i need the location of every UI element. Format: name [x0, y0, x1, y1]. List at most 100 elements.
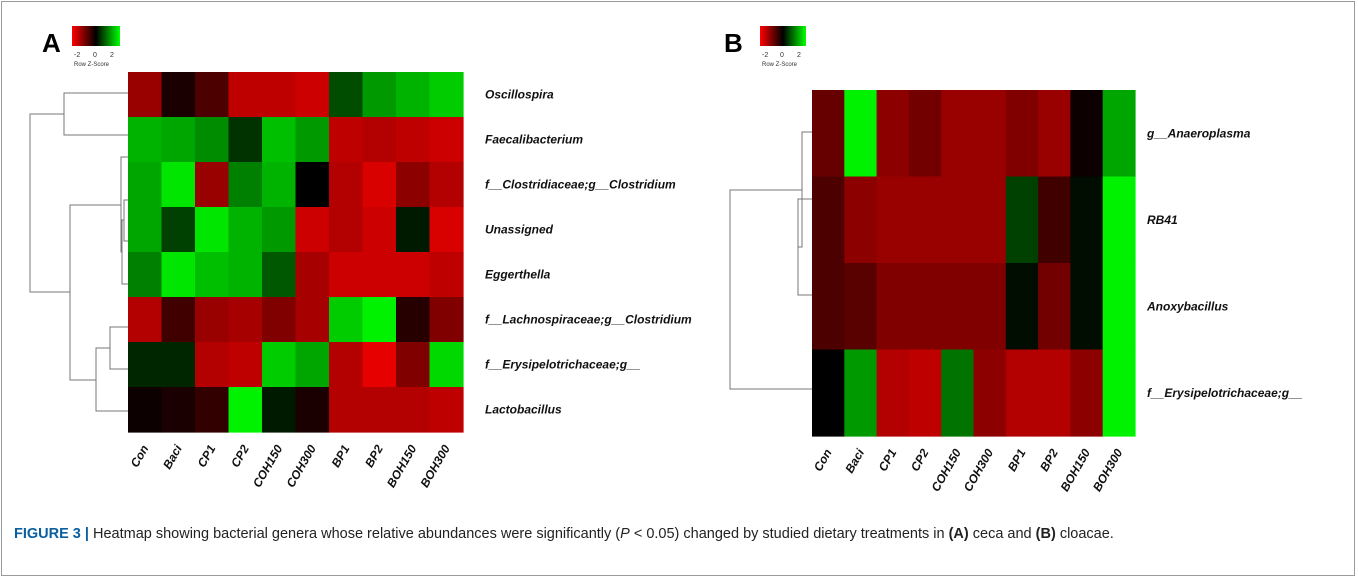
heatmap-cell — [329, 297, 364, 343]
heatmap-cell — [429, 252, 464, 298]
color-key-title: Row Z-Score — [74, 62, 110, 68]
color-key-bar — [760, 26, 806, 46]
dendrogram-branch — [63, 92, 128, 136]
heatmap-cell — [941, 349, 975, 437]
color-key-tick: -2 — [74, 52, 80, 59]
heatmap-cell — [1070, 349, 1104, 437]
caption-text: Heatmap showing bacterial genera whose r… — [88, 526, 621, 542]
heatmap-cell — [228, 342, 263, 388]
dendrogram-branch — [729, 189, 812, 390]
heatmap-cell — [396, 162, 431, 208]
heatmap-cell — [844, 176, 878, 264]
heatmap-cell — [195, 342, 230, 388]
heatmap-cell — [941, 90, 975, 178]
caption-p-symbol: P — [620, 526, 630, 542]
heatmap-cell — [362, 297, 397, 343]
heatmap-cell — [161, 207, 196, 253]
heatmap-cell — [329, 162, 364, 208]
heatmap-cell — [228, 117, 263, 163]
heatmap-cell — [973, 349, 1007, 437]
heatmap-cell — [429, 342, 464, 388]
color-key-tick: 2 — [110, 52, 114, 59]
heatmap-cell — [262, 342, 297, 388]
heatmap-cell — [128, 342, 163, 388]
heatmap-cell — [195, 297, 230, 343]
panel-b: B -2 0 2 Row Z-Score g__Anaeroplasma RB41… — [724, 26, 1303, 494]
column-label: COH300 — [961, 446, 997, 494]
caption-panel-b-ref: (B) — [1035, 526, 1056, 542]
row-label: g__Anaeroplasma — [1146, 126, 1251, 140]
heatmap-cell — [295, 297, 330, 343]
heatmap-cell — [1038, 349, 1071, 437]
heatmap-cell — [396, 207, 431, 253]
column-label: CP2 — [908, 446, 932, 473]
heatmap-cell — [161, 162, 196, 208]
heatmap-cell — [1070, 263, 1104, 351]
column-label: CP1 — [876, 446, 900, 473]
heatmap-cell — [161, 72, 196, 118]
dendrogram-branch — [95, 347, 128, 412]
heatmap-cell — [1070, 90, 1104, 178]
heatmap-cell — [941, 263, 975, 351]
heatmap-cell — [128, 207, 163, 253]
heatmap-cell — [973, 176, 1007, 264]
heatmap-cell — [362, 72, 397, 118]
column-label: BOH150 — [384, 442, 420, 490]
heatmap-cell — [295, 387, 330, 433]
heatmap-cell — [128, 72, 163, 118]
heatmap-cell — [1038, 90, 1071, 178]
heatmap-cell — [429, 207, 464, 253]
heatmap-cell — [844, 263, 878, 351]
row-label: f__Erysipelotrichaceae;g__ — [1147, 386, 1303, 400]
heatmap-cell — [195, 72, 230, 118]
color-key-tick: 2 — [797, 52, 801, 59]
heatmap-cell — [228, 387, 263, 433]
heatmap-cell — [1005, 90, 1039, 178]
heatmap-cell — [228, 252, 263, 298]
heatmap-cell — [1005, 176, 1039, 264]
color-key-tick: -2 — [762, 52, 768, 59]
heatmap-cell — [396, 342, 431, 388]
heatmap-cell — [161, 342, 196, 388]
heatmap-cell — [128, 117, 163, 163]
caption-text: ceca and — [968, 526, 1036, 542]
heatmap-cell — [362, 252, 397, 298]
column-label: Con — [128, 443, 152, 470]
panel-a-color-key: -2 0 2 Row Z-Score — [72, 26, 120, 68]
heatmap-cell — [161, 297, 196, 343]
heatmap-cell — [876, 176, 910, 264]
heatmap-cell — [844, 349, 878, 437]
caption-text: cloacae. — [1055, 526, 1114, 542]
column-label: BP2 — [1037, 446, 1061, 473]
heatmap-cell — [396, 72, 431, 118]
heatmap-cell — [262, 297, 297, 343]
column-label: CP2 — [228, 442, 252, 469]
row-label: Faecalibacterium — [485, 133, 583, 147]
column-label: BOH150 — [1058, 446, 1094, 494]
heatmap-cell — [1005, 263, 1039, 351]
heatmap-cell — [876, 349, 910, 437]
heatmap-cell — [1102, 349, 1136, 437]
heatmap-b: g__Anaeroplasma RB41 Anoxybacillus f__Erysi… — [811, 90, 1303, 494]
row-label: Unassigned — [485, 223, 554, 237]
heatmap-cell — [876, 90, 910, 178]
row-label: f__Lachnospiraceae;g__Clostridium — [485, 313, 692, 327]
figure-canvas: A -2 0 2 Row Z-Score Oscillospira Faecali… — [29, 26, 1303, 494]
heatmap-cell — [362, 117, 397, 163]
heatmap-cell — [262, 387, 297, 433]
caption-figure-label: FIGURE 3 | — [14, 526, 89, 542]
heatmap-cell — [812, 349, 845, 437]
heatmap-cell — [1005, 349, 1039, 437]
heatmap-cell — [429, 162, 464, 208]
figure-caption: FIGURE 3 | Heatmap showing bacterial gen… — [14, 524, 1344, 545]
heatmap-a: Oscillospira Faecalibacterium f__Clostridi… — [128, 72, 692, 490]
row-dendrogram-b — [729, 131, 812, 390]
heatmap-cell — [295, 252, 330, 298]
dendrogram-branch — [123, 199, 128, 242]
heatmap-cell — [429, 387, 464, 433]
heatmap-cell — [429, 72, 464, 118]
heatmap-cell — [195, 117, 230, 163]
heatmap-cell — [295, 207, 330, 253]
heatmap-cell — [844, 90, 878, 178]
heatmap-cell — [362, 387, 397, 433]
